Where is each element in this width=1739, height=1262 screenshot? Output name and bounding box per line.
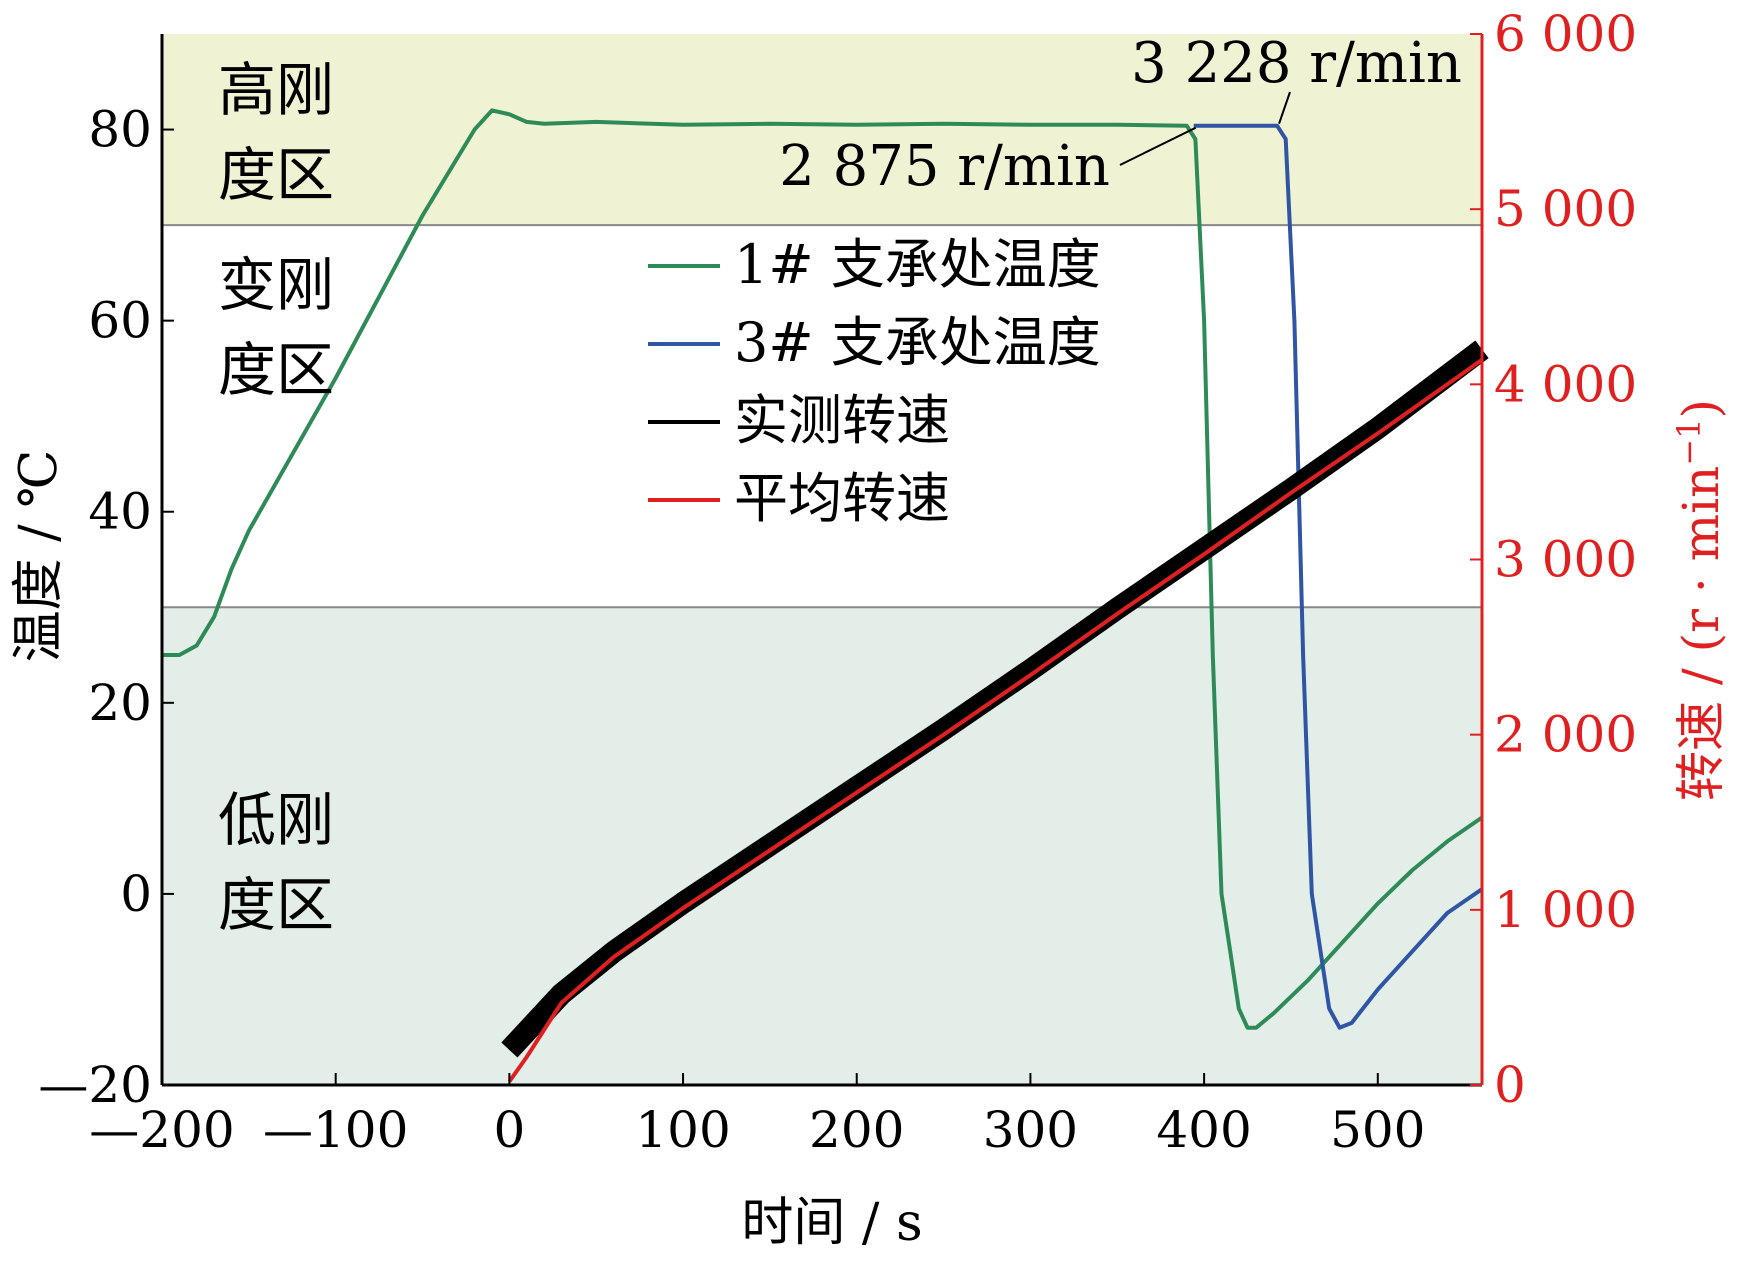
series-3	[507, 358, 1484, 1083]
x-tick-label: 0	[493, 1101, 525, 1159]
y-right-axis-label-close: )	[1672, 399, 1730, 419]
legend-label: 3# 支承处温度	[734, 311, 1101, 374]
series-1	[1193, 123, 1484, 1030]
y-left-axis-label: 温度 / ℃	[9, 450, 69, 663]
zone-label: 低刚	[218, 786, 334, 854]
y-right-axis-label-sup: −1	[1670, 419, 1708, 466]
y-right-axis-label: 转速 / (r · min−1)	[1670, 399, 1730, 801]
y-left-tick-label: —20	[38, 1056, 152, 1114]
y-right-tick-label: 6 000	[1494, 5, 1637, 63]
x-tick-label: —100	[263, 1101, 408, 1159]
y-right-tick-label: 4 000	[1494, 355, 1637, 413]
y-left-tick-label: 20	[88, 674, 152, 732]
annotation-label: 2 875 r/min	[779, 134, 1110, 199]
y-right-axis-label-main: 转速 / (r · min	[1672, 466, 1730, 801]
x-tick-label: 500	[1330, 1101, 1425, 1159]
legend-label: 平均转速	[734, 467, 950, 530]
zone-label: 度区	[218, 141, 334, 209]
y-left-tick-label: 40	[88, 483, 152, 541]
grid	[162, 224, 1482, 609]
legend-label: 实测转速	[734, 389, 950, 452]
annotations: 3 228 r/min 2 875 r/min	[779, 31, 1462, 199]
series-layer	[162, 108, 1489, 1083]
y-right-tick-label: 5 000	[1494, 180, 1637, 238]
zone-label: 变刚	[218, 251, 334, 319]
zone-label: 度区	[218, 336, 334, 404]
y-right-tick-label: 0	[1494, 1056, 1526, 1114]
zone-2	[162, 607, 1482, 1085]
series-0	[162, 108, 1484, 1030]
y-right-tick-label: 1 000	[1494, 881, 1637, 939]
x-tick-label: —200	[89, 1101, 234, 1159]
y-right-tick-label: 2 000	[1494, 706, 1637, 764]
series-measured-speed	[501, 340, 1489, 1058]
x-tick-label: 400	[1156, 1101, 1251, 1159]
x-tick-label: 200	[809, 1101, 904, 1159]
legend-label: 1# 支承处温度	[734, 233, 1101, 296]
y-left-tick-label: 80	[88, 101, 152, 159]
x-tick-label: 100	[635, 1101, 730, 1159]
y-left-tick-label: 0	[120, 865, 152, 923]
annotation-label: 3 228 r/min	[1131, 31, 1462, 96]
zone-label: 高刚	[218, 56, 334, 124]
annotation-leader	[1278, 91, 1291, 125]
x-axis-label: 时间 / s	[741, 1193, 922, 1253]
y-right-tick-label: 3 000	[1494, 531, 1637, 589]
x-tick-label: 300	[983, 1101, 1078, 1159]
zone-0	[162, 34, 1482, 226]
y-left-tick-label: 60	[88, 292, 152, 350]
zone-label: 度区	[218, 871, 334, 939]
annotation-leader	[1119, 126, 1197, 166]
